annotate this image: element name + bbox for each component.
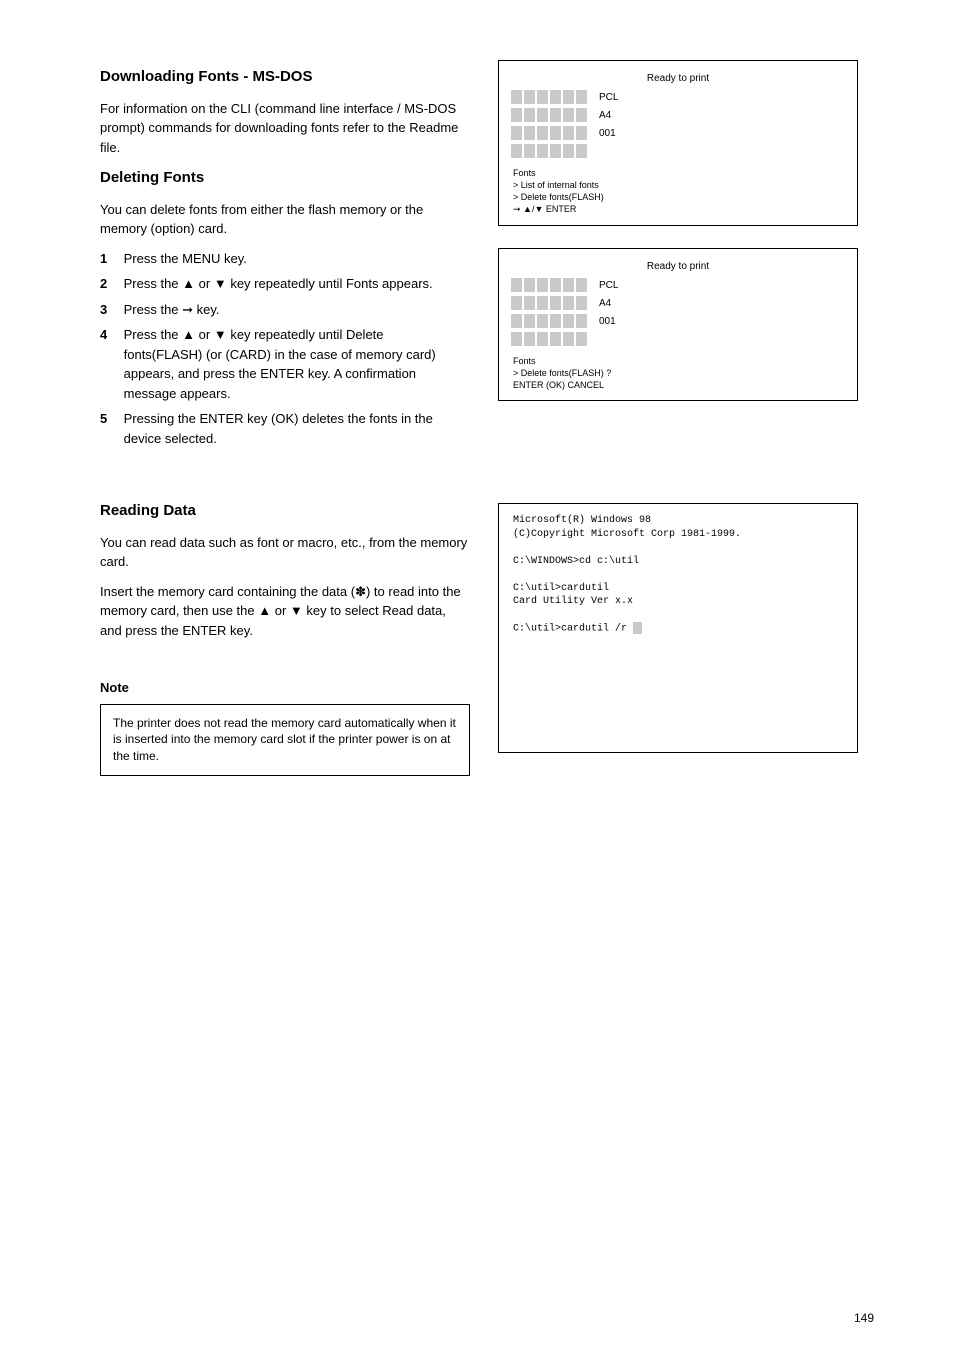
- note-box: The printer does not read the memory car…: [100, 704, 470, 776]
- arrow-down-icon: ▼: [214, 327, 227, 342]
- printer-display-1: Ready to print PCL A4 001: [498, 60, 858, 226]
- display2-title: Ready to print: [511, 261, 845, 272]
- display2-pointer-1: > Delete fonts(FLASH) ?: [513, 368, 845, 378]
- lcd-label-001: 001: [599, 128, 616, 139]
- delete-step-1: 1 Press the MENU key.: [100, 249, 470, 269]
- delete-step-2: 2 Press the ▲ or ▼ key repeatedly until …: [100, 274, 470, 294]
- heading-reading-data: Reading Data: [100, 500, 470, 523]
- delete-step-4: 4 Press the ▲ or ▼ key repeatedly until …: [100, 325, 470, 403]
- display2-nav: ENTER (OK) CANCEL: [513, 380, 845, 390]
- step-num: 4: [100, 325, 120, 345]
- dos-line: [513, 541, 843, 555]
- step-num: 3: [100, 300, 120, 320]
- lcd-row: PCL: [511, 278, 845, 292]
- lcd-label-pcl: PCL: [599, 280, 618, 291]
- dos-last-line: C:\util>cardutil /r: [513, 624, 627, 635]
- arrow-up-icon: ▲: [258, 603, 271, 618]
- delete-step-5: 5 Pressing the ENTER key (OK) deletes th…: [100, 409, 470, 448]
- para3b-prefix: Insert the memory card containing the da…: [100, 584, 355, 599]
- step-num: 5: [100, 409, 120, 429]
- display1-nav: ➞ ▲/▼ ENTER: [513, 204, 845, 215]
- lcd-row: [511, 144, 845, 158]
- dos-line: Microsoft(R) Windows 98: [513, 514, 843, 528]
- delete-step-3: 3 Press the ➞ key.: [100, 300, 470, 320]
- cursor-icon: [633, 622, 642, 634]
- dos-line: (C)Copyright Microsoft Corp 1981-1999.: [513, 528, 843, 542]
- para-download-fonts: For information on the CLI (command line…: [100, 99, 470, 158]
- display1-pointer-1: > List of internal fonts: [513, 180, 845, 190]
- display1-title: Ready to print: [511, 73, 845, 84]
- lcd-row: PCL: [511, 90, 845, 104]
- para-deleting-fonts: You can delete fonts from either the fla…: [100, 200, 470, 239]
- display2-lcd-rows: PCL A4 001: [511, 278, 845, 346]
- lcd-label-a4: A4: [599, 298, 611, 309]
- lcd-row: A4: [511, 296, 845, 310]
- lcd-row: 001: [511, 314, 845, 328]
- lcd-row: [511, 332, 845, 346]
- arrow-down-icon: ▼: [214, 276, 227, 291]
- lcd-label-001: 001: [599, 316, 616, 327]
- asterisk-icon: ✽: [355, 584, 366, 599]
- step-text: Press the ➞ key.: [124, 300, 464, 320]
- arrow-up-icon: ▲: [182, 276, 195, 291]
- display1-lcd-rows: PCL A4 001: [511, 90, 845, 158]
- lcd-label-a4: A4: [599, 110, 611, 121]
- dos-line: [513, 609, 843, 623]
- lcd-row: A4: [511, 108, 845, 122]
- heading-deleting-fonts: Deleting Fonts: [100, 167, 470, 190]
- dos-line: C:\util>cardutil: [513, 582, 843, 596]
- step-text: Press the ▲ or ▼ key repeatedly until Fo…: [124, 274, 464, 294]
- page-number: 149: [854, 1311, 874, 1325]
- dos-line: Card Utility Ver x.x: [513, 595, 843, 609]
- display1-mini-label: Fonts: [513, 168, 845, 178]
- step-text: Press the MENU key.: [124, 249, 464, 269]
- step-text: Pressing the ENTER key (OK) deletes the …: [124, 409, 464, 448]
- printer-display-2: Ready to print PCL A4 001: [498, 248, 858, 401]
- arrow-down-icon: ▼: [290, 603, 303, 618]
- dos-line: C:\WINDOWS>cd c:\util: [513, 555, 843, 569]
- dos-terminal: Microsoft(R) Windows 98 (C)Copyright Mic…: [498, 503, 858, 753]
- heading-download-fonts: Downloading Fonts - MS-DOS: [100, 66, 470, 89]
- para-reading-data-proc: Insert the memory card containing the da…: [100, 582, 470, 641]
- display2-mini-label: Fonts: [513, 356, 845, 366]
- step-text: Press the ▲ or ▼ key repeatedly until De…: [124, 325, 464, 403]
- lcd-label-pcl: PCL: [599, 92, 618, 103]
- arrow-up-icon: ▲: [182, 327, 195, 342]
- step-num: 1: [100, 249, 120, 269]
- lcd-row: 001: [511, 126, 845, 140]
- display1-pointer-2: > Delete fonts(FLASH): [513, 192, 845, 202]
- step-num: 2: [100, 274, 120, 294]
- para-reading-data-intro: You can read data such as font or macro,…: [100, 533, 470, 572]
- note-label: Note: [100, 678, 470, 698]
- dos-line: C:\util>cardutil /r: [513, 622, 843, 636]
- dos-line: [513, 568, 843, 582]
